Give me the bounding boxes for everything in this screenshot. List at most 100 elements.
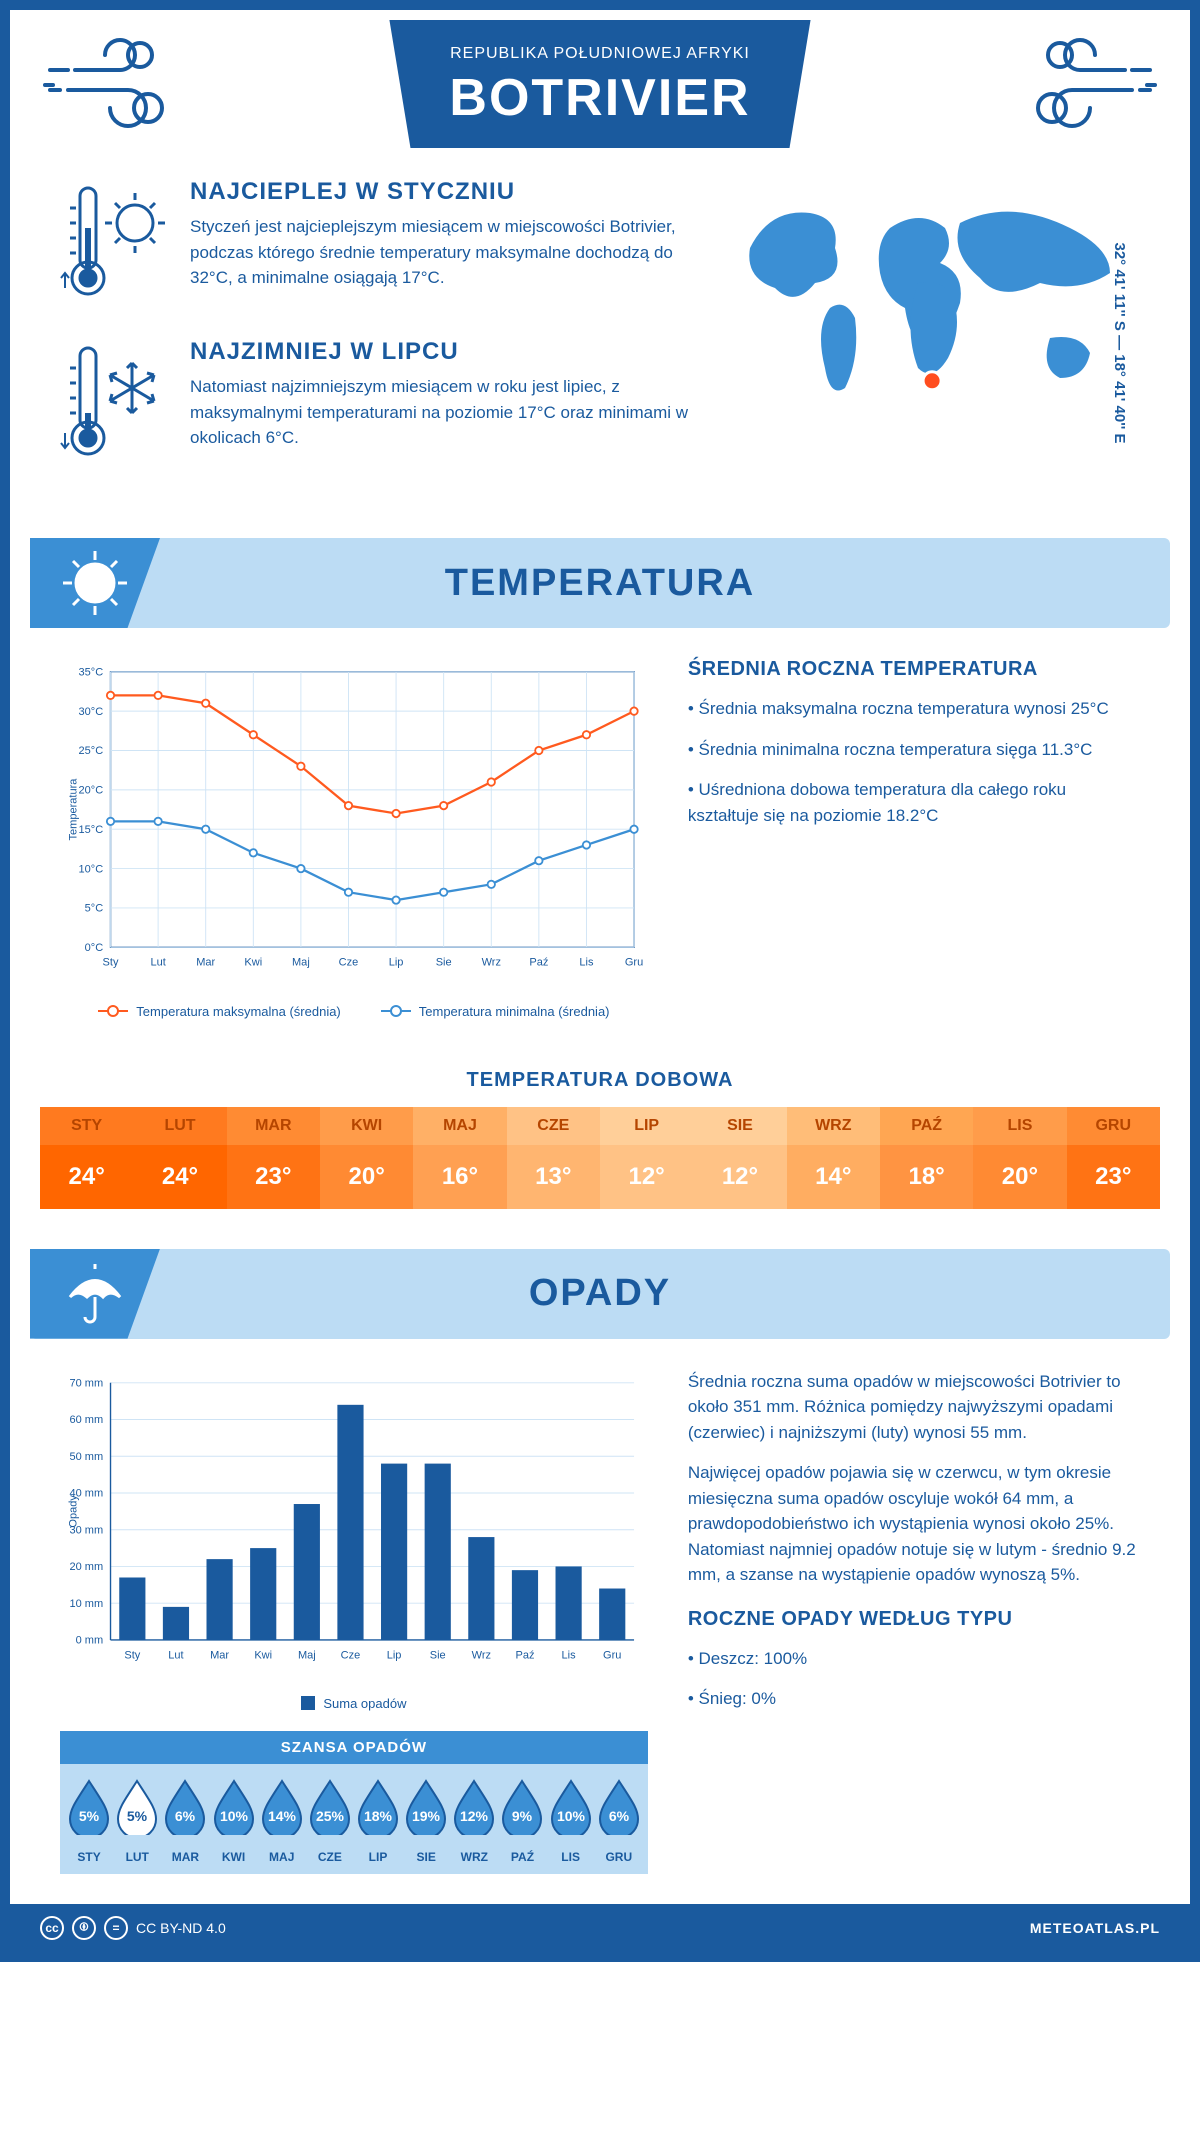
sun-icon — [60, 548, 130, 618]
svg-text:10%: 10% — [557, 1808, 586, 1824]
title-banner: BOTRIVIER REPUBLIKA POŁUDNIOWEJ AFRYKI — [389, 20, 810, 148]
svg-text:5%: 5% — [127, 1808, 148, 1824]
site-name: METEOATLAS.PL — [1030, 1920, 1160, 1936]
daily-temp-cell: PAŹ 18° — [880, 1107, 973, 1209]
temperature-title: TEMPERATURA — [445, 562, 756, 605]
svg-text:Gru: Gru — [625, 957, 643, 969]
hot-text: Styczeń jest najcieplejszym miesiącem w … — [190, 214, 690, 291]
cold-title: NAJZIMNIEJ W LIPCU — [190, 338, 690, 366]
chance-box: SZANSA OPADÓW 5% STY 5% LUT 6% MAR 10% — [60, 1731, 648, 1874]
header: BOTRIVIER REPUBLIKA POŁUDNIOWEJ AFRYKI — [10, 10, 1190, 148]
precip-type-item: • Deszcz: 100% — [688, 1646, 1140, 1672]
svg-text:50 mm: 50 mm — [69, 1451, 103, 1463]
daily-temp-cell: LIP 12° — [600, 1107, 693, 1209]
precip-text-2: Najwięcej opadów pojawia się w czerwcu, … — [688, 1460, 1140, 1588]
svg-text:Cze: Cze — [339, 957, 359, 969]
by-icon: 🅯 — [72, 1916, 96, 1940]
precip-legend: Suma opadów — [60, 1696, 648, 1711]
chance-drop: 6% MAR — [161, 1779, 209, 1864]
svg-text:10 mm: 10 mm — [69, 1598, 103, 1610]
chance-drop: 12% WRZ — [450, 1779, 498, 1864]
chance-drop: 5% LUT — [113, 1779, 161, 1864]
daily-temp-cell: GRU 23° — [1067, 1107, 1160, 1209]
page-title: BOTRIVIER — [449, 68, 750, 128]
svg-text:Gru: Gru — [603, 1649, 621, 1661]
temperature-banner: TEMPERATURA — [30, 538, 1170, 628]
svg-text:6%: 6% — [175, 1808, 196, 1824]
svg-text:35°C: 35°C — [79, 666, 104, 678]
svg-text:Mar: Mar — [210, 1649, 229, 1661]
svg-text:Mar: Mar — [196, 957, 215, 969]
daily-temp-cell: KWI 20° — [320, 1107, 413, 1209]
svg-text:Kwi: Kwi — [254, 1649, 272, 1661]
svg-text:12%: 12% — [460, 1808, 489, 1824]
umbrella-icon — [60, 1259, 130, 1329]
cold-text: Natomiast najzimniejszym miesiącem w rok… — [190, 374, 690, 451]
svg-text:Sie: Sie — [436, 957, 452, 969]
precip-chart-col: 0 mm10 mm20 mm30 mm40 mm50 mm60 mm70 mmS… — [60, 1369, 648, 1874]
chance-drop: 9% PAŹ — [498, 1779, 546, 1864]
svg-text:Sie: Sie — [430, 1649, 446, 1661]
thermometer-hot-icon — [60, 178, 170, 308]
daily-temp-cell: WRZ 14° — [787, 1107, 880, 1209]
svg-text:Sty: Sty — [124, 1649, 140, 1661]
svg-text:19%: 19% — [412, 1808, 441, 1824]
cc-icon: cc — [40, 1916, 64, 1940]
precip-type-item: • Śnieg: 0% — [688, 1686, 1140, 1712]
daily-temp-cell: SIE 12° — [693, 1107, 786, 1209]
daily-temp-table: STY 24° LUT 24° MAR 23° KWI 20° MAJ 16° … — [40, 1107, 1160, 1209]
svg-text:Maj: Maj — [298, 1649, 316, 1661]
svg-text:Lip: Lip — [387, 1649, 402, 1661]
chance-drop: 19% SIE — [402, 1779, 450, 1864]
chance-drop: 6% GRU — [595, 1779, 643, 1864]
footer: cc 🅯 = CC BY-ND 4.0 METEOATLAS.PL — [10, 1904, 1190, 1952]
svg-text:0 mm: 0 mm — [76, 1634, 104, 1646]
daily-temp-cell: LIS 20° — [973, 1107, 1066, 1209]
svg-text:Lut: Lut — [168, 1649, 183, 1661]
daily-temp-cell: LUT 24° — [133, 1107, 226, 1209]
chance-drop: 14% MAJ — [258, 1779, 306, 1864]
nd-icon: = — [104, 1916, 128, 1940]
svg-text:30°C: 30°C — [79, 706, 104, 718]
precip-summary: Średnia roczna suma opadów w miejscowośc… — [688, 1369, 1140, 1874]
legend-max: Temperatura maksymalna (średnia) — [136, 1004, 340, 1019]
svg-text:Paź: Paź — [529, 957, 548, 969]
hot-block: NAJCIEPLEJ W STYCZNIU Styczeń jest najci… — [60, 178, 690, 308]
svg-text:Lut: Lut — [150, 957, 165, 969]
chance-drop: 25% CZE — [306, 1779, 354, 1864]
chance-title: SZANSA OPADÓW — [60, 1731, 648, 1764]
wind-icon-right — [1020, 30, 1160, 140]
legend-precip: Suma opadów — [323, 1696, 406, 1711]
cold-block: NAJZIMNIEJ W LIPCU Natomiast najzimniejs… — [60, 338, 690, 468]
svg-text:Maj: Maj — [292, 957, 310, 969]
avg-temp-title: ŚREDNIA ROCZNA TEMPERATURA — [688, 658, 1140, 681]
intro-section: NAJCIEPLEJ W STYCZNIU Styczeń jest najci… — [10, 148, 1190, 538]
chance-drop: 10% KWI — [209, 1779, 257, 1864]
license: cc 🅯 = CC BY-ND 4.0 — [40, 1916, 226, 1940]
svg-text:9%: 9% — [512, 1808, 533, 1824]
svg-text:25°C: 25°C — [79, 745, 104, 757]
svg-text:Lip: Lip — [389, 957, 404, 969]
chance-drop: 18% LIP — [354, 1779, 402, 1864]
svg-text:0°C: 0°C — [85, 942, 104, 954]
svg-text:Sty: Sty — [103, 957, 119, 969]
coordinates: 32° 41' 11'' S — 18° 41' 40'' E — [1111, 242, 1128, 443]
svg-text:Lis: Lis — [562, 1649, 577, 1661]
hot-title: NAJCIEPLEJ W STYCZNIU — [190, 178, 690, 206]
svg-text:20°C: 20°C — [79, 785, 104, 797]
wind-icon-left — [40, 30, 180, 140]
svg-text:10°C: 10°C — [79, 863, 104, 875]
temp-bullet: • Uśredniona dobowa temperatura dla całe… — [688, 777, 1140, 828]
svg-text:5%: 5% — [79, 1808, 100, 1824]
license-text: CC BY-ND 4.0 — [136, 1920, 226, 1936]
svg-text:Kwi: Kwi — [244, 957, 262, 969]
svg-text:Wrz: Wrz — [472, 1649, 491, 1661]
svg-text:6%: 6% — [609, 1808, 630, 1824]
thermometer-cold-icon — [60, 338, 170, 468]
daily-temp-cell: CZE 13° — [507, 1107, 600, 1209]
world-map — [720, 178, 1140, 498]
temp-bullet: • Średnia maksymalna roczna temperatura … — [688, 696, 1140, 722]
svg-text:14%: 14% — [268, 1808, 297, 1824]
svg-text:60 mm: 60 mm — [69, 1414, 103, 1426]
temperature-legend: Temperatura maksymalna (średnia) Tempera… — [60, 1004, 648, 1019]
